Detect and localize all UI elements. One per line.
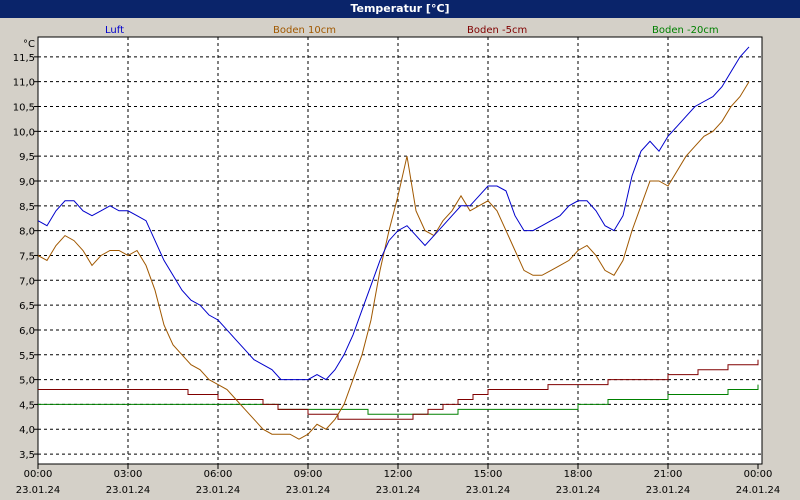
- x-tick-time-label: 03:00: [114, 469, 143, 480]
- x-tick-date-label: 23.01.24: [16, 485, 61, 496]
- y-tick-label: 4,5: [19, 400, 35, 411]
- series-line-luft: [37, 46, 750, 381]
- y-tick-label: 9,0: [19, 177, 35, 188]
- y-tick-label: 7,0: [19, 276, 35, 287]
- x-tick-date-label: 23.01.24: [466, 485, 511, 496]
- x-tick-time-label: 09:00: [294, 469, 323, 480]
- x-tick-time-label: 21:00: [654, 469, 683, 480]
- x-tick-date-label: 23.01.24: [646, 485, 691, 496]
- legend-luft: Luft: [105, 25, 124, 36]
- series-line-boden-10cm: [37, 81, 750, 440]
- x-tick-time-label: 06:00: [204, 469, 233, 480]
- x-tick-time-label: 15:00: [474, 469, 503, 480]
- x-tick-date-label: 23.01.24: [196, 485, 241, 496]
- legend-boden-minus-5cm: Boden -5cm: [467, 25, 528, 36]
- y-tick-label: 10,0: [13, 127, 35, 138]
- series-line-boden-minus-5cm: [38, 359, 759, 420]
- y-tick-label: 10,5: [13, 103, 35, 114]
- x-tick-time-label: 00:00: [744, 469, 773, 480]
- y-tick-label: 6,5: [19, 301, 35, 312]
- x-tick-date-label: 23.01.24: [106, 485, 151, 496]
- y-tick-label: 8,0: [19, 227, 35, 238]
- y-axis-unit-label: °C: [23, 39, 35, 50]
- x-tick-time-label: 12:00: [384, 469, 413, 480]
- y-tick-label: 6,0: [19, 326, 35, 337]
- y-tick-label: 8,5: [19, 202, 35, 213]
- legend-boden-minus-20cm: Boden -20cm: [652, 25, 719, 36]
- x-tick-date-label: 23.01.24: [376, 485, 421, 496]
- y-tick-label: 5,0: [19, 376, 35, 387]
- x-tick-date-label: 23.01.24: [286, 485, 331, 496]
- x-tick-time-label: 18:00: [564, 469, 593, 480]
- plot-area: [37, 36, 763, 465]
- y-tick-label: 11,5: [13, 53, 35, 64]
- x-tick-date-label: 24.01.24: [736, 485, 781, 496]
- y-tick-label: 9,5: [19, 152, 35, 163]
- y-tick-label: 3,5: [19, 450, 35, 461]
- x-tick-date-label: 23.01.24: [556, 485, 601, 496]
- y-tick-label: 4,0: [19, 425, 35, 436]
- y-tick-label: 11,0: [13, 78, 35, 89]
- window-title: Temperatur [°C]: [0, 0, 800, 18]
- x-tick-time-label: 00:00: [24, 469, 53, 480]
- legend-boden-10cm: Boden 10cm: [273, 25, 336, 36]
- y-tick-label: 7,5: [19, 251, 35, 262]
- y-tick-label: 5,5: [19, 351, 35, 362]
